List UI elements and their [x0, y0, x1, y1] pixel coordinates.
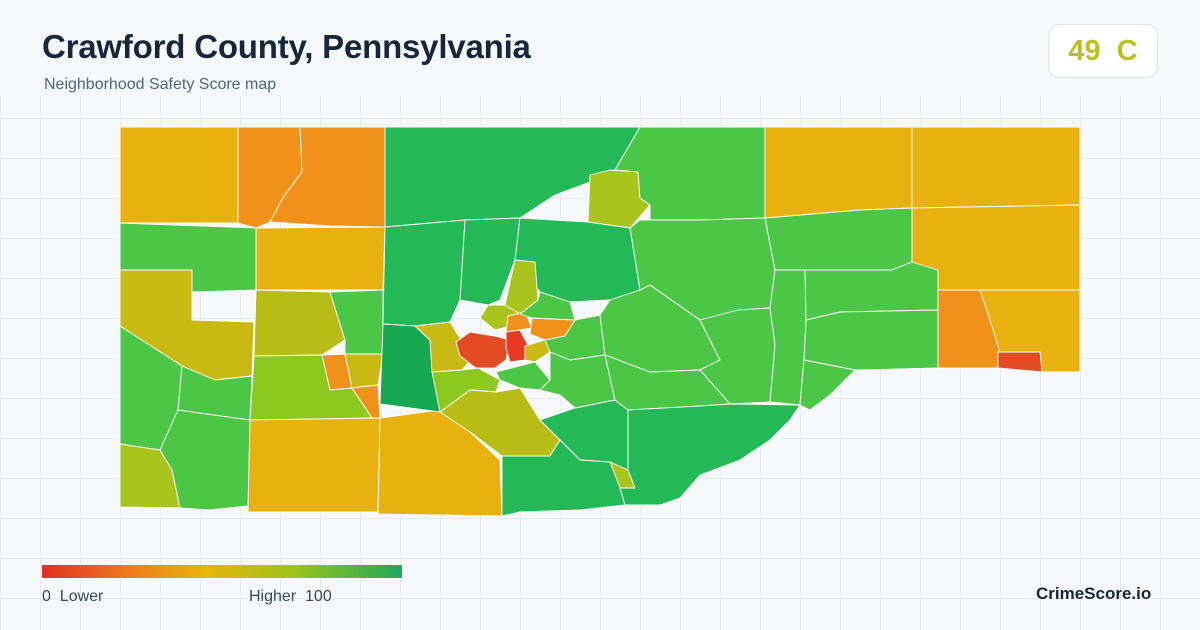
map-region[interactable]: [455, 331, 511, 369]
legend-labels: 0 Lower Higher 100: [42, 588, 402, 608]
map-region[interactable]: [799, 359, 856, 411]
score-value: 49: [1068, 34, 1101, 67]
brand-logo-text: CrimeScore.io: [1036, 584, 1152, 603]
map-region[interactable]: [159, 409, 251, 511]
map-region[interactable]: [344, 353, 384, 389]
legend-min: 0: [42, 588, 51, 605]
map-region[interactable]: [911, 126, 1081, 209]
map-region[interactable]: [764, 126, 913, 219]
legend-max: 100: [305, 588, 332, 605]
score-grade: C: [1116, 34, 1138, 67]
map-region[interactable]: [769, 269, 807, 406]
map-region[interactable]: [997, 351, 1043, 373]
page-subtitle: Neighborhood Safety Score map: [44, 76, 277, 93]
map-region[interactable]: [519, 291, 576, 321]
map-region[interactable]: [495, 361, 551, 391]
map-region[interactable]: [539, 351, 616, 409]
legend-low: 0 Lower: [42, 588, 103, 606]
legend-color-bar: [42, 565, 402, 578]
map-region[interactable]: [247, 417, 381, 513]
legend-high: Higher 100: [249, 588, 332, 606]
page-title: Crawford County, Pennsylvania: [42, 28, 531, 65]
map-region[interactable]: [253, 289, 346, 357]
map-region[interactable]: [119, 126, 239, 224]
map-region[interactable]: [382, 219, 466, 327]
legend-min-label: Lower: [59, 588, 104, 605]
header: [0, 0, 1200, 96]
legend-max-label: Higher: [249, 588, 297, 605]
map-region[interactable]: [524, 339, 551, 363]
score-badge: 49 C: [1048, 24, 1158, 78]
map-region[interactable]: [803, 309, 939, 371]
map-region[interactable]: [619, 403, 801, 506]
map-region[interactable]: [764, 207, 913, 271]
map-region[interactable]: [255, 226, 386, 291]
